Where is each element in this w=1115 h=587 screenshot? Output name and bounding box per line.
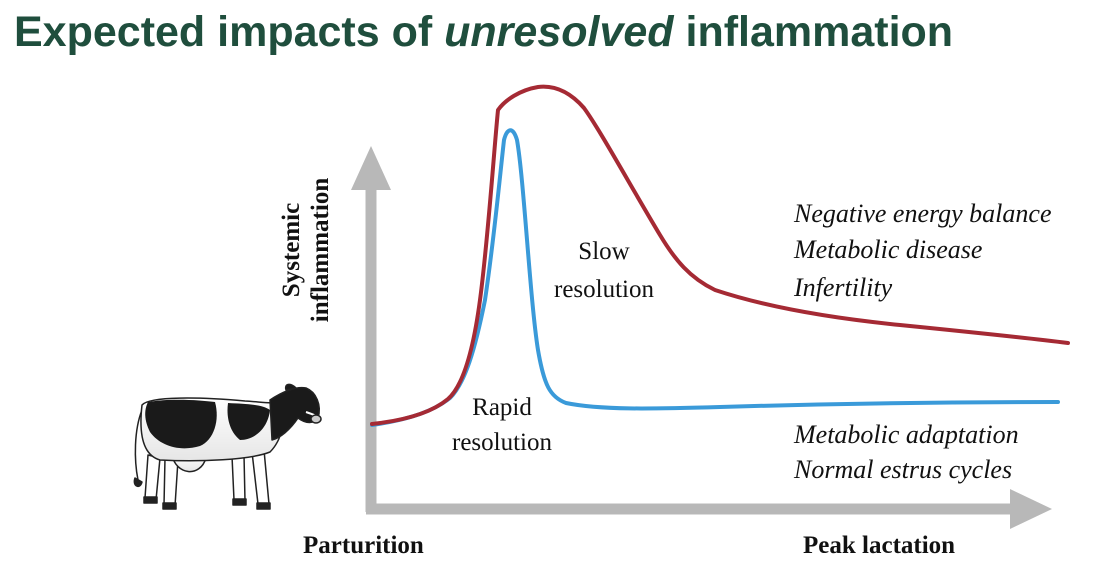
slow-resolution-label-line1: Slow xyxy=(578,238,629,265)
x-axis-end-label: Peak lactation xyxy=(803,532,955,559)
outcome-item: Infertility xyxy=(793,273,893,302)
slide-title: Expected impacts of unresolved inflammat… xyxy=(14,6,953,58)
unresolved-outcomes: Negative energy balance Metabolic diseas… xyxy=(793,199,1052,302)
axes xyxy=(351,146,1052,529)
rapid-resolution-curve xyxy=(370,128,1060,427)
title-emphasis: unresolved xyxy=(444,8,674,56)
y-axis-label-line1: Systemic xyxy=(278,203,305,297)
title-prefix: Expected impacts of xyxy=(14,8,445,56)
y-axis-label: Systemic inflammation xyxy=(278,178,334,323)
slow-resolution-curve xyxy=(370,84,1070,426)
y-axis-label-line2: inflammation xyxy=(307,178,334,323)
rapid-resolution-label-line2: resolution xyxy=(452,429,552,456)
slow-resolution-label-line2: resolution xyxy=(554,276,654,303)
x-axis-start-label: Parturition xyxy=(303,532,424,559)
outcome-item: Metabolic adaptation xyxy=(793,420,1019,449)
title-suffix: inflammation xyxy=(673,8,954,56)
holstein-cow-icon xyxy=(133,383,322,510)
x-axis-arrowhead xyxy=(1010,489,1052,529)
outcome-item: Normal estrus cycles xyxy=(793,455,1012,484)
y-axis-arrowhead xyxy=(351,146,391,190)
resolved-outcomes: Metabolic adaptation Normal estrus cycle… xyxy=(793,420,1019,484)
outcome-item: Metabolic disease xyxy=(793,235,982,264)
outcome-item: Negative energy balance xyxy=(793,199,1052,228)
rapid-resolution-label-line1: Rapid xyxy=(472,394,532,421)
